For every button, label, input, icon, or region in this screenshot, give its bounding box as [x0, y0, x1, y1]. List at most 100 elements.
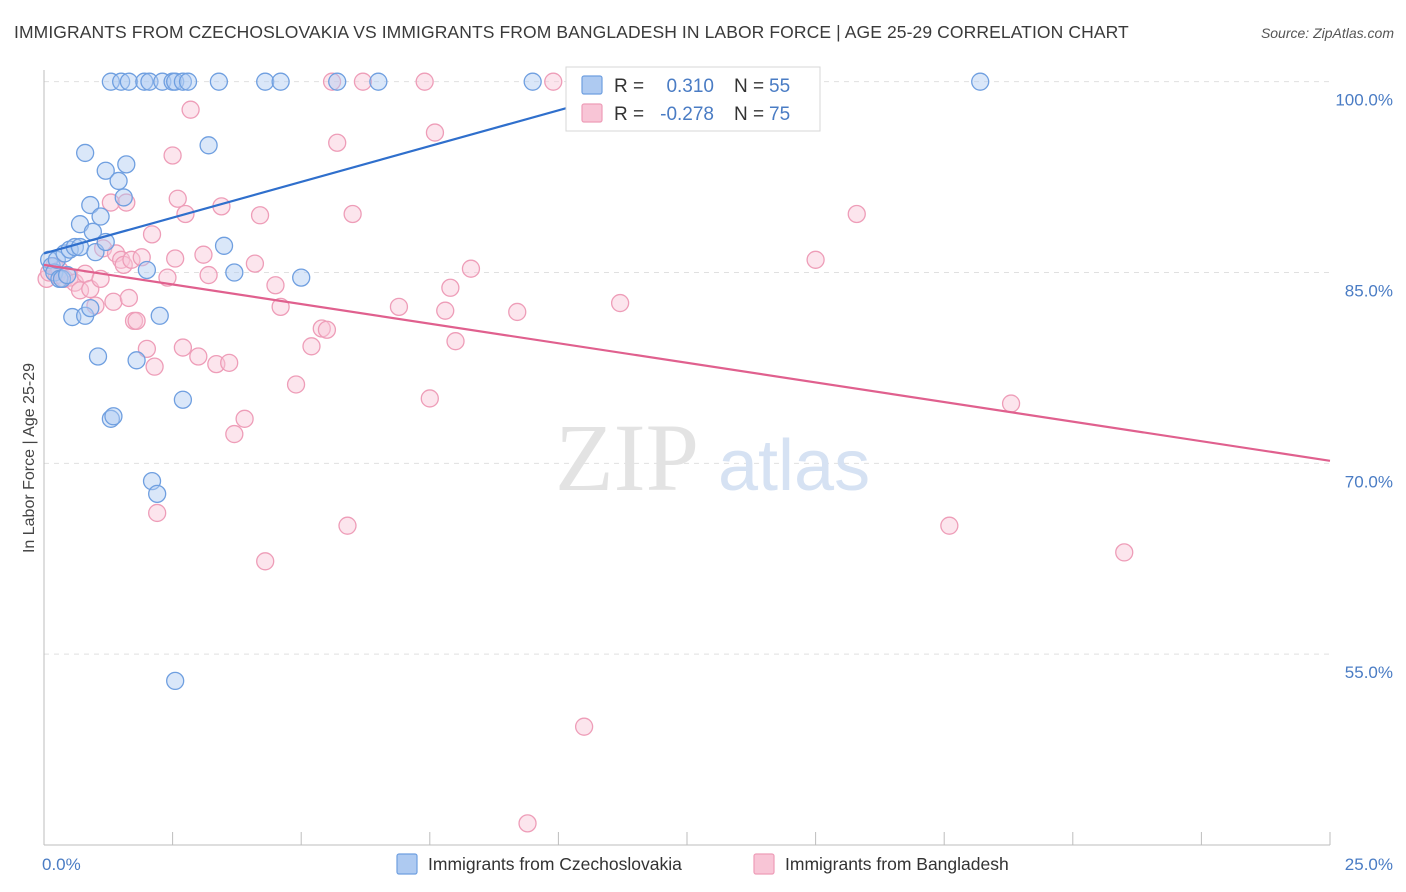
- y-tick-labels: 100.0% 85.0% 70.0% 55.0%: [1335, 91, 1393, 682]
- point-series-0-19: [88, 347, 108, 366]
- point-series-1-26: [142, 225, 162, 244]
- x-tick-label-0: 0.0%: [42, 855, 81, 874]
- point-series-1-37: [194, 245, 213, 264]
- point-series-0-34: [173, 390, 193, 409]
- bottom-legend-label-bangladesh: Immigrants from Bangladesh: [785, 854, 1009, 874]
- point-series-1-35: [181, 100, 200, 119]
- stats-legend: R = 0.310 N = 55 R = -0.278 N = 75: [565, 66, 821, 132]
- point-series-1-28: [148, 503, 167, 523]
- point-series-1-42: [225, 424, 244, 444]
- axes: [43, 70, 1331, 846]
- point-series-0-47: [173, 72, 193, 91]
- point-series-0-26: [114, 188, 133, 207]
- legend-swatch-bangladesh: [581, 103, 603, 123]
- legend-n-value-1: 75: [769, 104, 790, 125]
- x-tick-labels: 0.0% 25.0%: [42, 855, 1393, 874]
- point-series-1-43: [235, 409, 254, 428]
- point-series-1-55: [338, 516, 357, 535]
- point-series-1-36: [189, 347, 208, 366]
- point-series-1-30: [163, 146, 182, 165]
- point-series-1-58: [389, 297, 409, 317]
- point-series-0-16: [81, 298, 100, 318]
- point-series-1-9: [76, 264, 95, 283]
- y-tick-label-2: 70.0%: [1345, 472, 1393, 491]
- legend-n-value-0: 55: [769, 76, 790, 97]
- point-series-1-32: [168, 189, 187, 208]
- point-series-1-68: [574, 717, 594, 736]
- point-series-1-60: [420, 389, 439, 408]
- x-tick-label-1: 25.0%: [1345, 855, 1393, 874]
- point-series-1-61: [425, 123, 445, 142]
- point-series-0-43: [140, 72, 159, 91]
- point-series-0-23: [101, 409, 121, 428]
- point-series-1-17: [112, 250, 131, 269]
- chart-title: IMMIGRANTS FROM CZECHOSLOVAKIA VS IMMIGR…: [14, 22, 1129, 42]
- trend-line-1: [43, 263, 1331, 462]
- point-series-0-35: [199, 136, 218, 155]
- y-axis-label: In Labor Force | Age 25-29: [21, 363, 38, 553]
- point-series-1-75: [518, 814, 537, 833]
- stats-legend-box: [565, 66, 821, 132]
- legend-r-label-1: R =: [614, 104, 644, 125]
- point-series-0-27: [117, 155, 136, 174]
- point-series-1-63: [441, 278, 460, 297]
- y-tick-label-1: 85.0%: [1345, 282, 1393, 301]
- point-series-0-24: [104, 407, 123, 426]
- bottom-legend: Immigrants from Czechoslovakia Immigrant…: [396, 853, 1009, 875]
- point-series-0-7: [57, 265, 77, 285]
- point-series-1-29: [158, 268, 177, 287]
- legend-r-value-0: 0.310: [666, 76, 714, 97]
- point-series-1-74: [1115, 543, 1134, 562]
- point-series-1-66: [508, 302, 527, 322]
- point-series-1-67: [544, 72, 563, 91]
- point-series-1-49: [286, 375, 306, 394]
- point-series-0-39: [101, 72, 121, 91]
- data-points: [37, 72, 1134, 833]
- point-series-0-38: [292, 268, 311, 287]
- point-series-1-31: [166, 249, 185, 268]
- trend-lines: [43, 80, 1331, 462]
- point-series-1-69: [610, 293, 630, 313]
- point-series-0-20: [91, 207, 110, 226]
- point-series-1-62: [436, 301, 455, 320]
- point-series-0-51: [271, 72, 290, 91]
- legend-swatch-czechoslovakia: [581, 75, 603, 95]
- point-series-0-54: [523, 72, 542, 91]
- point-series-1-38: [199, 265, 218, 285]
- point-series-0-31: [150, 306, 169, 325]
- bottom-legend-label-czechoslovakia: Immigrants from Czechoslovakia: [428, 854, 682, 874]
- point-series-0-50: [256, 72, 275, 91]
- point-series-1-59: [415, 72, 434, 91]
- point-series-0-33: [166, 671, 185, 691]
- point-series-1-71: [847, 204, 866, 224]
- legend-r-value-1: -0.278: [660, 104, 714, 125]
- point-series-1-73: [1001, 394, 1021, 413]
- watermark: ZIP atlas: [555, 404, 870, 511]
- point-series-0-55: [971, 72, 990, 91]
- grid-lines: [44, 81, 1330, 655]
- point-series-0-53: [369, 72, 388, 91]
- point-series-1-46: [256, 552, 275, 571]
- point-series-1-56: [343, 204, 362, 224]
- trend-line-0: [43, 80, 662, 255]
- point-series-1-15: [104, 292, 123, 311]
- point-series-0-36: [214, 236, 234, 255]
- point-series-1-47: [266, 276, 285, 295]
- legend-n-label-1: N =: [734, 104, 764, 125]
- watermark-atlas: atlas: [718, 426, 870, 506]
- point-series-0-32: [148, 484, 167, 504]
- legend-n-label-0: N =: [734, 76, 764, 97]
- point-series-0-46: [166, 72, 185, 91]
- point-series-1-33: [173, 338, 193, 357]
- y-tick-label-0: 100.0%: [1335, 91, 1393, 110]
- point-series-1-57: [353, 72, 373, 91]
- point-series-1-45: [250, 206, 270, 225]
- legend-r-label-0: R =: [614, 76, 644, 97]
- point-series-0-37: [225, 263, 244, 282]
- y-tick-label-3: 55.0%: [1345, 663, 1393, 682]
- point-series-1-19: [117, 193, 136, 212]
- point-series-1-27: [145, 357, 164, 376]
- point-series-0-25: [109, 171, 128, 191]
- point-series-1-50: [302, 337, 321, 356]
